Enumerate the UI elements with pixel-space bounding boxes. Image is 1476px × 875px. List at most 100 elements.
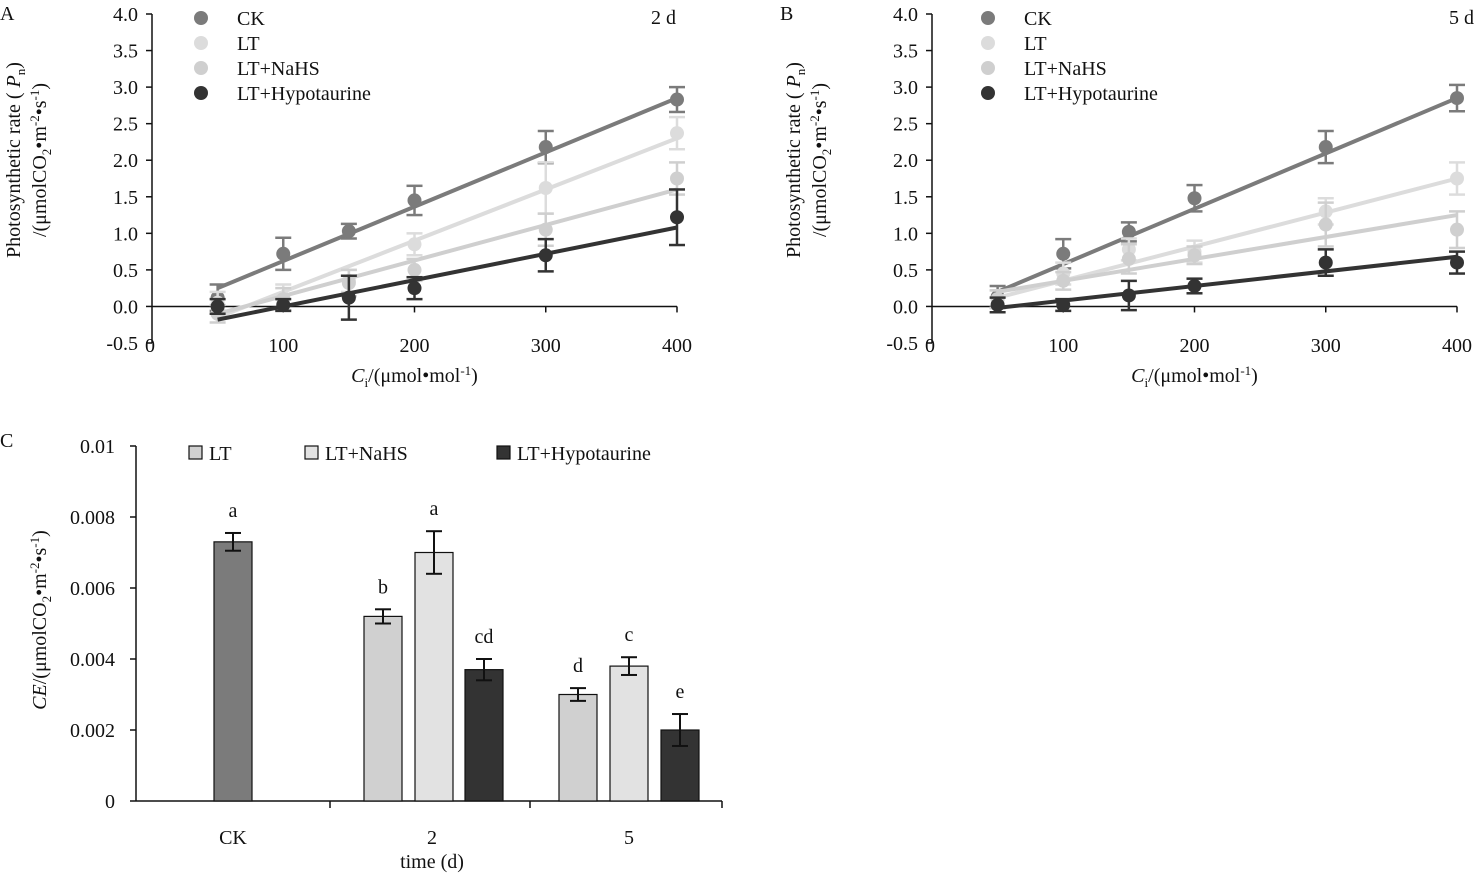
y-tick-label: 0.006 [70, 578, 115, 600]
data-point [670, 171, 684, 186]
significance-letter: e [676, 681, 685, 703]
x-tick-label: 300 [1311, 335, 1341, 357]
y-tick-label: 0.5 [113, 260, 138, 282]
series-ck [209, 85, 685, 313]
y-tick-label: -0.5 [106, 333, 138, 355]
bar-5-lt-hypotaurine: e [660, 681, 700, 802]
legend-marker [194, 86, 208, 100]
y-tick-label: 1.5 [893, 187, 918, 209]
y-tick-label: 0.0 [113, 296, 138, 318]
y-axis-label-units: /(μmolCO2•m-2•s-1) [807, 83, 834, 237]
bar-2-lt-hypotaurine: cd [464, 626, 504, 802]
legend-label: CK [237, 8, 265, 30]
data-point [1187, 278, 1202, 293]
data-point [1318, 255, 1333, 270]
data-point [1056, 273, 1071, 288]
legend-label: LT+NaHS [237, 58, 320, 80]
bar [414, 551, 454, 802]
data-point [1450, 171, 1464, 186]
data-point [1187, 248, 1202, 263]
y-tick-label: -0.5 [886, 333, 918, 355]
bar [609, 665, 649, 802]
panel-letter: B [780, 3, 793, 25]
error-bar [672, 713, 688, 747]
data-point [1450, 222, 1464, 237]
data-point [990, 297, 1005, 312]
y-tick-label: 2.5 [893, 114, 918, 136]
data-point [538, 140, 553, 155]
series-lt-hypotaurine [989, 248, 1465, 314]
bar [213, 541, 253, 802]
trend-line [217, 225, 678, 322]
bar-5-lt-nahs: c [609, 624, 649, 802]
data-point [1056, 297, 1071, 312]
data-point [1121, 224, 1136, 239]
legend-marker [981, 36, 995, 50]
legend-label: LT [209, 443, 232, 465]
panel-c: C 0 0.002 0.004 0.006 0.008 0.01 CK 2 5 time (d) CE… [0, 430, 723, 873]
data-point [276, 246, 291, 261]
legend-marker [981, 61, 995, 75]
panel-b: B -0.5 0.0 0.5 1.0 1.5 2.0 2.5 3.0 3.5 4.0 0 100 200 3… [780, 3, 1474, 390]
significance-letter: cd [475, 626, 494, 648]
y-tick-label: 0.008 [70, 507, 115, 529]
x-tick-label: 200 [1180, 335, 1210, 357]
bar [464, 669, 504, 802]
y-tick-label: 0 [105, 791, 115, 813]
data-point [1056, 246, 1071, 261]
x-tick-label: 100 [1048, 335, 1078, 357]
y-tick-label: 4.0 [113, 4, 138, 26]
legend-marker [194, 11, 208, 25]
y-tick-label: 0.0 [893, 296, 918, 318]
y-axis-label: Photosynthetic rate ( Pn) [783, 62, 808, 258]
x-tick-label: 2 [427, 827, 437, 849]
significance-letter: c [625, 624, 634, 646]
data-point [1450, 91, 1464, 106]
x-tick-label: 0 [145, 335, 155, 357]
x-tick-label: CK [219, 827, 247, 849]
trend-line [997, 254, 1458, 310]
y-tick-label: 0.002 [70, 720, 115, 742]
data-point [1121, 251, 1136, 266]
x-axis-label: time (d) [400, 851, 464, 873]
legend-label: LT [1024, 33, 1047, 55]
y-tick-label: 0.01 [80, 436, 115, 458]
y-tick-label: 1.5 [113, 187, 138, 209]
legend-label: CK [1024, 8, 1052, 30]
panel-title: 2 d [651, 7, 676, 29]
data-point [538, 181, 553, 196]
data-point [341, 224, 356, 239]
x-tick-label: 400 [662, 335, 692, 357]
legend-label: LT+NaHS [1024, 58, 1107, 80]
error-bar [570, 687, 586, 702]
data-point [407, 262, 422, 277]
y-axis-label: Photosynthetic rate ( Pn) [3, 62, 28, 258]
legend-label: LT [237, 33, 260, 55]
x-tick-label: 400 [1442, 335, 1472, 357]
error-bar [621, 656, 637, 676]
data-point [1187, 191, 1202, 206]
series-lt-nahs [989, 201, 1465, 310]
y-tick-label: 3.5 [893, 41, 918, 63]
y-tick-label: 3.0 [893, 77, 918, 99]
bar-2-lt: b [363, 576, 403, 802]
y-tick-label: 2.0 [893, 150, 918, 172]
bar [660, 729, 700, 802]
trend-line [216, 136, 678, 320]
legend-marker [194, 36, 208, 50]
y-tick-label: 1.0 [893, 223, 918, 245]
x-tick-label: 300 [531, 335, 561, 357]
data-point [1318, 140, 1333, 155]
legend-label: LT+Hypotaurine [237, 83, 371, 105]
y-tick-label: 3.5 [113, 41, 138, 63]
trend-line [217, 187, 678, 316]
legend-marker [981, 86, 995, 100]
y-axis-label-units: /(μmolCO2•m-2•s-1) [27, 83, 54, 237]
data-point [670, 92, 684, 107]
legend-label: LT+Hypotaurine [1024, 83, 1158, 105]
bar [558, 693, 598, 802]
y-tick-label: 3.0 [113, 77, 138, 99]
trend-line [996, 96, 1458, 294]
x-tick-label: 100 [268, 335, 298, 357]
